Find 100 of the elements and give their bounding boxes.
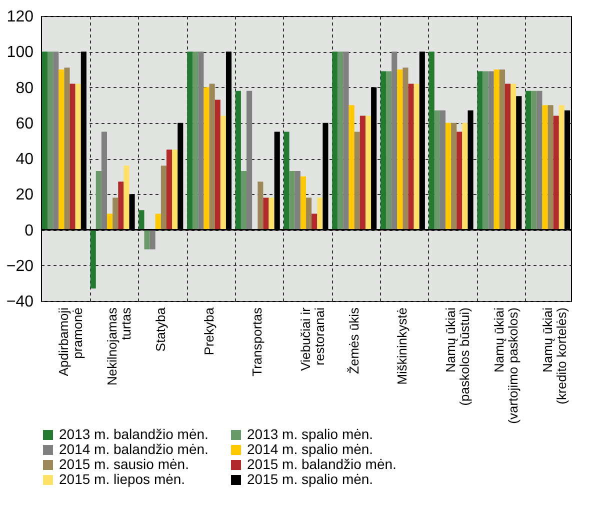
bar [235, 90, 241, 230]
bar [101, 132, 108, 230]
legend-label: 2014 m. spalio mėn. [247, 441, 374, 457]
bar [558, 105, 564, 230]
x-tick-label: Žemės ūkis [346, 307, 362, 374]
legend-label: 2013 m. balandžio mėn. [59, 426, 208, 442]
bar [354, 132, 360, 230]
bar [53, 52, 59, 230]
y-tick-label: 60 [16, 115, 34, 132]
bar [380, 71, 386, 230]
bar [118, 182, 124, 230]
bar [360, 116, 366, 230]
bar [536, 90, 542, 230]
bar [160, 166, 166, 230]
bar [187, 52, 193, 230]
bar [499, 69, 505, 230]
bar [48, 52, 54, 230]
bar [289, 170, 295, 230]
bar [58, 69, 64, 230]
bar [70, 84, 76, 230]
y-tick-label: 0 [24, 222, 34, 240]
bar [482, 71, 488, 230]
bar [90, 230, 96, 289]
bar [408, 84, 414, 230]
legend-label: 2015 m. liepos mėn. [59, 471, 186, 487]
x-tick-label: Transportas [250, 307, 265, 376]
bar [348, 105, 354, 230]
bar [209, 84, 215, 230]
bar [510, 84, 516, 230]
legend-label: 2013 m. spalio mėn. [247, 426, 374, 442]
y-tick-label: 80 [16, 80, 34, 97]
x-tick-label: Nekilnojamas turtas [104, 307, 134, 386]
bar [75, 84, 81, 230]
x-tick-label: Viebučiai ir restoranai [298, 306, 327, 371]
bar [306, 198, 312, 230]
bar [504, 84, 511, 230]
x-tick-label: Apdirbamoji pramonė [56, 307, 86, 376]
bar [172, 150, 178, 230]
bar [477, 71, 483, 230]
bar [343, 52, 349, 230]
bar [150, 230, 156, 250]
bar [166, 150, 172, 230]
bar [332, 52, 338, 230]
bar [42, 52, 48, 230]
bar [144, 230, 150, 250]
bar [392, 52, 398, 230]
bar [240, 170, 247, 230]
bar [192, 52, 198, 230]
bar [548, 105, 554, 230]
bar [300, 176, 306, 230]
bar [198, 52, 204, 230]
bar [317, 198, 323, 230]
y-tick-label: 40 [16, 151, 34, 168]
bar [542, 105, 548, 230]
bar [531, 90, 537, 230]
x-tick-label: Statyba [152, 306, 168, 352]
bar [434, 110, 440, 230]
x-tick-label: Namų ūkiai (vartojimo paskolos) [491, 307, 520, 424]
y-tick-label: 20 [16, 186, 34, 204]
y-tick-label: 100 [6, 44, 34, 62]
bar [107, 214, 113, 230]
bar [462, 122, 468, 230]
bar [312, 214, 318, 230]
legend-label: 2015 m. balandžio mėn. [247, 456, 396, 472]
bar [386, 71, 392, 230]
bar [204, 87, 210, 230]
bar [414, 84, 420, 230]
legend-label: 2014 m. balandžio mėn. [59, 441, 208, 457]
bar [64, 68, 70, 230]
bar [294, 170, 300, 230]
y-tick-label: 120 [6, 8, 34, 26]
legend-label: 2015 m. spalio mėn. [247, 471, 374, 487]
bar [220, 116, 226, 230]
bar [494, 69, 500, 230]
bar [214, 100, 220, 230]
bar [440, 110, 446, 230]
bar [338, 52, 344, 230]
bar [268, 198, 274, 230]
bar [112, 198, 118, 230]
legend-label: 2015 m. sausio mėn. [59, 456, 189, 472]
x-tick-label: Prekyba [201, 306, 216, 356]
bar [553, 116, 559, 230]
x-tick-label: Namų ūkiai (kredito kortelės) [540, 307, 569, 404]
bar [488, 71, 494, 230]
bar [402, 68, 408, 230]
bar [263, 198, 269, 230]
bar [258, 182, 264, 230]
bar [365, 116, 372, 230]
bar [284, 132, 290, 230]
y-tick-label: −40 [6, 294, 34, 310]
bar [246, 90, 252, 230]
y-tick-label: −20 [6, 258, 34, 275]
bar [96, 170, 102, 230]
bar [446, 122, 452, 230]
bar [397, 69, 403, 230]
x-tick-label: Miškininkystė [394, 308, 410, 385]
bar [428, 52, 434, 230]
bar [456, 132, 462, 230]
bar [138, 210, 144, 230]
x-tick-label: Namų ūkiai (paskolos būstui) [443, 307, 472, 406]
